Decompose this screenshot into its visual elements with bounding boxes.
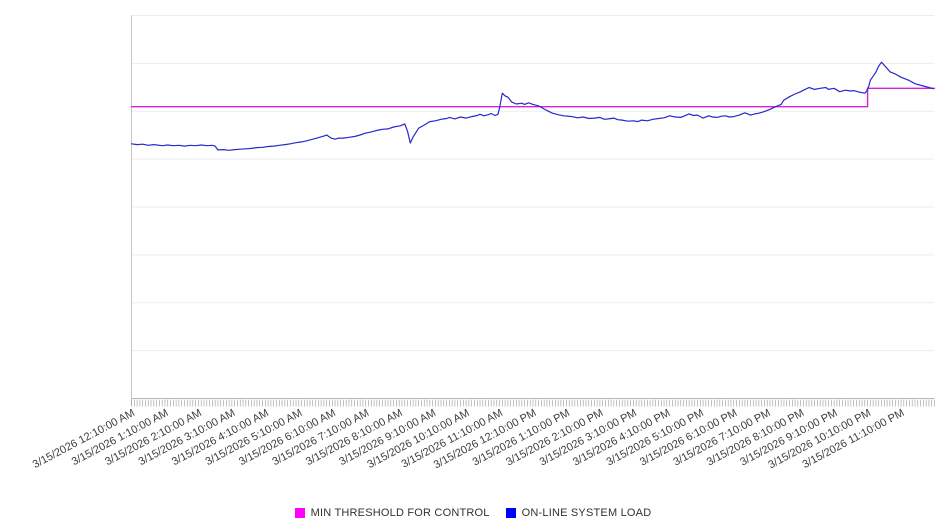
time-series-chart: 3/15/2026 12:10:00 AM3/15/2026 1:10:00 A… bbox=[31, 15, 936, 471]
legend-label: ON-LINE SYSTEM LOAD bbox=[521, 507, 652, 519]
legend-item-on-line-system-load[interactable]: ON-LINE SYSTEM LOAD bbox=[505, 507, 652, 519]
legend-label: MIN THRESHOLD FOR CONTROL bbox=[310, 507, 490, 519]
system-load-legend-swatch-icon bbox=[505, 508, 516, 518]
min-threshold-legend-swatch-icon bbox=[294, 508, 305, 518]
chart-legend: MIN THRESHOLD FOR CONTROL ON-LINE SYSTEM… bbox=[0, 507, 946, 519]
legend-item-min-threshold-for-control[interactable]: MIN THRESHOLD FOR CONTROL bbox=[294, 507, 490, 519]
series-on-line-system-load bbox=[130, 61, 935, 151]
